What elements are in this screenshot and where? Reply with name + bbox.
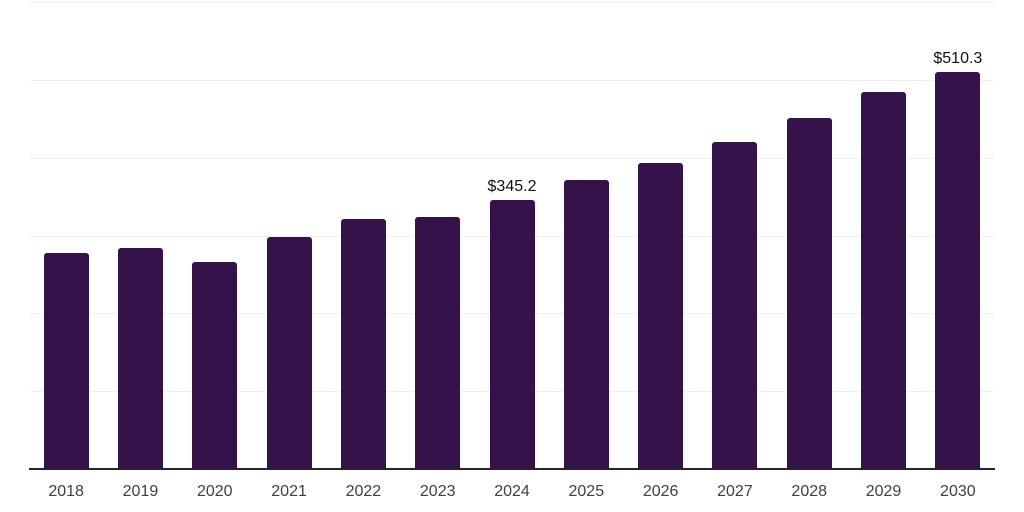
x-tick-label-2025: 2025 [568,483,605,500]
x-tick-label-2018: 2018 [48,483,84,500]
x-tick-label-2026: 2026 [642,483,679,500]
bar-2029[interactable] [861,92,907,469]
x-tick-label-2023: 2023 [419,483,456,500]
bar-2025[interactable] [563,179,609,469]
x-tick-label-2019: 2019 [122,483,159,500]
x-tick-label-2027: 2027 [717,483,753,500]
x-axis-line [29,468,995,470]
plot-area: $345.2 $510.3 [29,2,995,470]
bar-2028[interactable] [786,118,832,469]
bar-2019[interactable] [117,248,163,469]
x-tick-label-2024: 2024 [494,483,530,500]
x-tick-label-2021: 2021 [271,483,307,500]
bar-2023[interactable] [415,216,461,469]
gridline-500 [29,79,995,81]
bar-2021[interactable] [266,236,312,469]
bar-2026[interactable] [638,163,684,469]
bar-2020[interactable] [192,261,238,469]
bar-2024[interactable] [489,200,535,469]
x-tick-label-2030: 2030 [940,483,976,500]
bar-value-label-2024: $345.2 [487,178,537,196]
gridline-400 [29,157,995,159]
bar-value-label-2030: $510.3 [933,49,983,67]
gridline-600 [29,2,995,3]
bar-2030[interactable] [935,71,981,469]
x-tick-label-2028: 2028 [791,483,828,500]
bar-2027[interactable] [712,142,758,469]
x-tick-label-2022: 2022 [345,483,382,500]
x-tick-label-2029: 2029 [865,483,902,500]
bar-2022[interactable] [340,218,386,469]
bar-2018[interactable] [43,252,89,469]
x-tick-label-2020: 2020 [196,483,233,500]
